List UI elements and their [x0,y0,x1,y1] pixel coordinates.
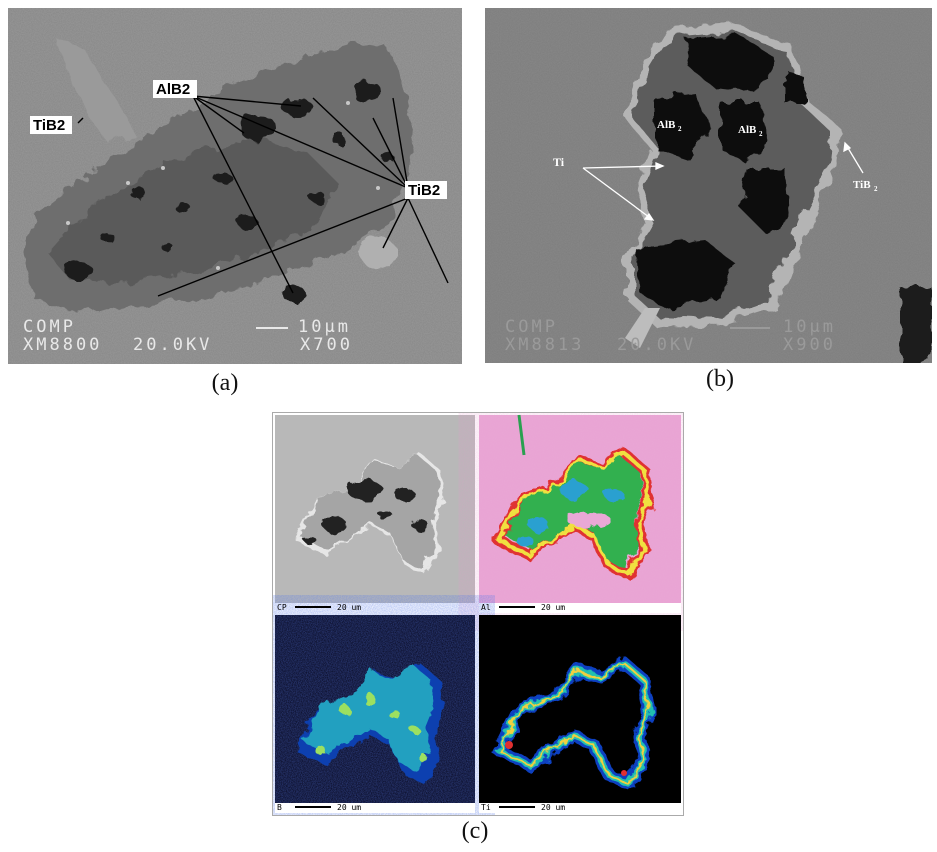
label-tib2: TiB 2 [853,179,878,193]
image-id: XM8813 [505,335,584,355]
svg-text:20 um: 20 um [337,603,361,612]
map-label-b: B 20 um [277,803,361,812]
label-tib2-left: TiB2 [30,116,72,134]
svg-text:AlB: AlB [657,119,676,131]
svg-text:AlB: AlB [738,124,757,136]
tib2-particle-left [56,38,138,143]
svg-text:2: 2 [759,130,763,138]
svg-text:20 um: 20 um [541,603,565,612]
map-label-ti: Ti 20 um [481,803,565,812]
svg-text:CP: CP [277,603,287,612]
sem-mode: COMP [23,317,76,337]
caption-b: (b) [706,366,734,392]
caption-a: (a) [211,370,239,396]
svg-text:TiB: TiB [853,179,871,191]
map-b [275,615,475,813]
sem-image-a: TiB2 AlB2 TiB2 COMP 10µm XM8800 20.0KV X… [8,8,462,364]
svg-text:2: 2 [874,185,878,193]
element-maps-c: CP 20 um Al 20 um B 20 um Ti 20 um [272,412,684,816]
scale-label: 10µm [783,317,836,337]
svg-text:Ti: Ti [481,803,491,812]
label-tib2-right: TiB2 [405,181,447,199]
svg-text:2: 2 [678,125,682,133]
svg-text:20 um: 20 um [337,803,361,812]
magnification: X700 [300,335,353,355]
magnification: X900 [783,335,836,355]
map-label-cp: CP 20 um [277,603,361,612]
sem-mode: COMP [505,317,558,337]
map-al [479,414,681,613]
map-cp [275,415,475,613]
scale-label: 10µm [298,317,351,337]
label-ti: Ti [553,155,565,169]
caption-c: (c) [461,818,489,844]
svg-text:TiB2: TiB2 [408,182,440,199]
svg-text:AlB2: AlB2 [156,81,190,98]
svg-text:Al: Al [481,603,491,612]
sem-image-b: AlB 2 AlB 2 Ti TiB 2 COMP 10µm XM8813 20… [485,8,932,363]
svg-text:20 um: 20 um [541,803,565,812]
map-ti [479,615,681,813]
map-label-al: Al 20 um [481,603,565,612]
label-alb2-1: AlB 2 [657,119,682,133]
svg-text:B: B [277,803,282,812]
voltage: 20.0KV [617,335,696,355]
voltage: 20.0KV [133,335,212,355]
label-alb2-2: AlB 2 [738,124,763,138]
image-id: XM8800 [23,335,102,355]
svg-text:TiB2: TiB2 [33,117,65,134]
label-alb2: AlB2 [153,80,197,98]
